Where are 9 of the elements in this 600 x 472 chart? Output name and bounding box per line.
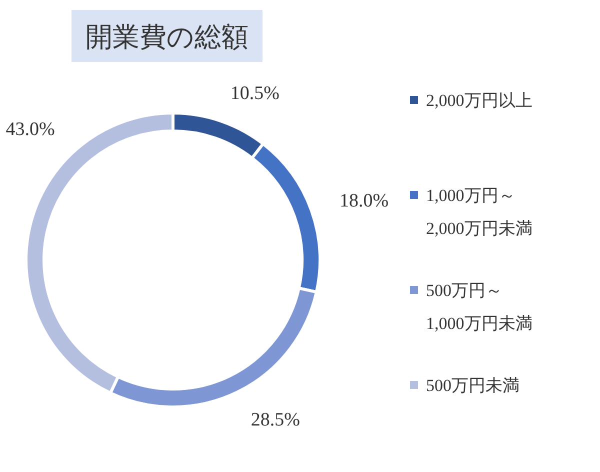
legend-label: 2,000万円以上 xyxy=(426,90,532,110)
legend-label: 500万円～1,000万円未満 xyxy=(426,280,532,333)
data-label: 18.0% xyxy=(340,190,389,212)
data-label: 43.0% xyxy=(6,118,56,140)
legend-label: 1,000万円～2,000万円未満 xyxy=(426,186,532,238)
chart-title: 開業費の総額 xyxy=(86,22,248,52)
data-label: 10.5% xyxy=(230,83,280,104)
data-label: 28.5% xyxy=(250,410,300,431)
legend-label: 500万円未満 xyxy=(426,376,520,395)
